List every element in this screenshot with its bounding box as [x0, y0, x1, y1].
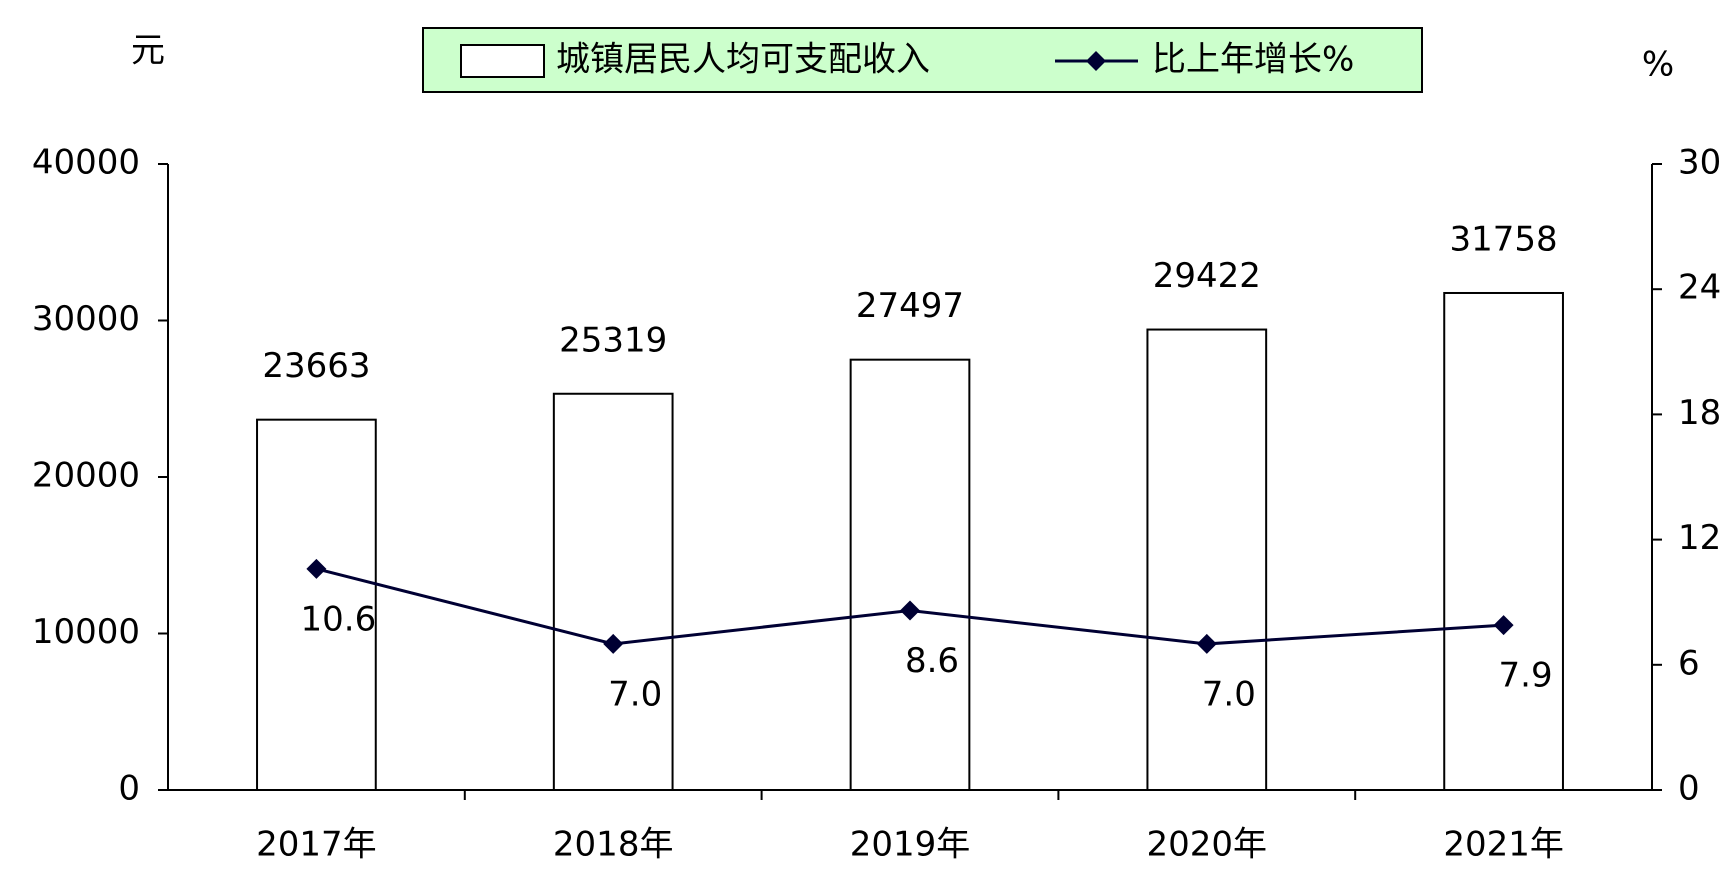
bar-value-label: 25319	[559, 320, 667, 360]
line-marker	[603, 633, 624, 654]
x-tick-label: 2021年	[1443, 825, 1564, 865]
y-tick-label: 30000	[32, 299, 140, 339]
bar	[552, 392, 674, 791]
line-value-label: 7.0	[608, 674, 662, 714]
y2-axis-label: %	[1642, 45, 1674, 85]
y2-tick-label: 30	[1678, 143, 1721, 183]
y2-tick-label: 24	[1678, 268, 1721, 308]
y-tick-label: 20000	[32, 456, 140, 496]
line-marker	[1196, 633, 1217, 654]
y2-tick-label: 18	[1678, 393, 1721, 433]
y2-tick-label: 12	[1678, 518, 1721, 558]
bar-value-label: 31758	[1450, 219, 1558, 259]
y-tick-label: 40000	[32, 143, 140, 183]
line-value-label: 7.9	[1499, 656, 1553, 696]
y-tick-label: 0	[118, 769, 140, 809]
bar	[849, 358, 971, 791]
legend-box	[422, 27, 1423, 93]
legend-swatch	[460, 44, 545, 78]
line-marker	[900, 600, 920, 621]
y2-tick-label: 0	[1678, 769, 1700, 809]
x-tick-label: 2018年	[553, 825, 674, 865]
legend-marker	[1086, 51, 1106, 71]
bar	[1146, 328, 1268, 791]
y-axis-label: 元	[131, 31, 165, 71]
bar-value-label: 29422	[1153, 256, 1261, 296]
line-value-label: 7.0	[1202, 674, 1256, 714]
line-marker	[1493, 615, 1514, 636]
x-tick-label: 2020年	[1147, 825, 1268, 865]
line-marker	[306, 558, 327, 579]
line-value-label: 8.6	[905, 641, 959, 681]
legend-label: 城镇居民人均可支配收入	[556, 40, 930, 80]
bar	[1443, 291, 1564, 791]
bar	[256, 418, 377, 791]
x-tick-label: 2019年	[850, 825, 971, 865]
y2-tick-label: 6	[1678, 643, 1700, 683]
legend-label: 比上年增长%	[1152, 40, 1354, 80]
bar-value-label: 23663	[262, 346, 370, 386]
line-value-label: 10.6	[301, 599, 377, 639]
x-tick-label: 2017年	[256, 825, 377, 865]
y-tick-label: 10000	[32, 612, 140, 652]
bar-value-label: 27497	[856, 286, 964, 326]
